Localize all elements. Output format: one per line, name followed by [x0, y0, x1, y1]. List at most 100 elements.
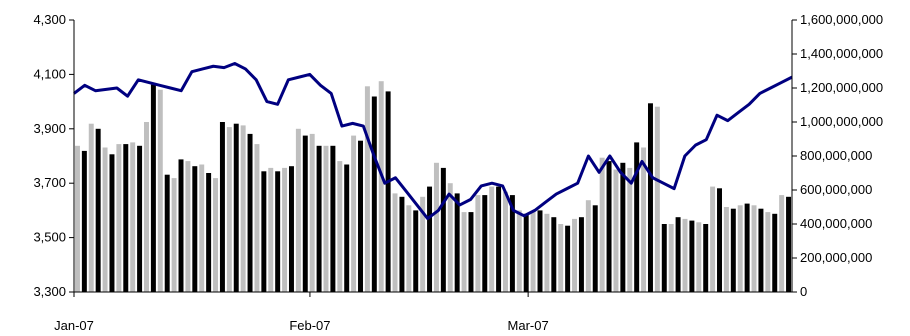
- volume-bar: [440, 167, 446, 292]
- volume-bar: [130, 142, 136, 292]
- volume-bar: [551, 217, 557, 292]
- x-axis-ticks: Jan-07 Feb-07 Mar-07: [54, 292, 549, 333]
- volume-bar: [157, 89, 163, 292]
- volume-bar: [744, 203, 750, 292]
- volume-bar: [288, 166, 294, 292]
- volume-bar: [447, 183, 453, 292]
- volume-bar: [489, 186, 495, 292]
- volume-bar: [627, 167, 633, 292]
- volume-bar: [150, 84, 156, 292]
- volume-bar: [682, 218, 688, 292]
- volume-bar: [613, 169, 619, 292]
- volume-bar: [282, 167, 288, 292]
- volume-bar: [351, 135, 357, 292]
- volume-bar: [647, 103, 653, 292]
- volume-bar: [537, 210, 543, 292]
- volume-bar: [358, 140, 363, 292]
- right-tick-label: 800,000,000: [800, 148, 872, 163]
- left-tick-label: 3,700: [33, 175, 66, 190]
- volume-bar: [454, 193, 460, 292]
- volume-bar: [213, 178, 219, 292]
- volume-bar: [206, 173, 212, 292]
- volume-bar: [302, 135, 308, 292]
- volume-bar: [668, 224, 674, 292]
- volume-bar: [337, 161, 343, 292]
- volume-bar: [468, 212, 474, 292]
- volume-bar: [178, 159, 184, 292]
- volume-bar: [123, 144, 129, 292]
- volume-bar: [592, 205, 598, 292]
- volume-bar: [427, 186, 433, 292]
- volume-bar: [226, 127, 232, 292]
- volume-bar: [620, 162, 626, 292]
- x-tick-label: Feb-07: [289, 318, 330, 333]
- left-tick-label: 3,900: [33, 121, 66, 136]
- volume-bar: [219, 122, 225, 292]
- x-tick-label: Mar-07: [508, 318, 549, 333]
- volume-bar: [530, 212, 536, 292]
- volume-bar: [634, 142, 640, 292]
- volume-bar: [240, 125, 246, 293]
- volume-bar: [482, 195, 488, 292]
- volume-bar: [509, 195, 515, 292]
- volume-bar: [116, 144, 122, 292]
- volume-bar: [164, 174, 170, 292]
- left-tick-label: 4,100: [33, 66, 66, 81]
- volume-bar: [323, 145, 329, 292]
- volume-bar: [199, 164, 205, 292]
- left-tick-label: 3,500: [33, 230, 66, 245]
- volume-bar: [544, 213, 550, 292]
- volume-bar: [330, 145, 336, 292]
- volume-bar: [95, 128, 101, 292]
- volume-bar: [606, 161, 612, 292]
- volume-bar: [171, 178, 177, 292]
- volume-bar: [74, 145, 80, 292]
- volume-bar: [275, 171, 281, 292]
- volume-bar: [475, 195, 481, 292]
- volume-bar: [786, 196, 792, 292]
- right-tick-label: 1,600,000,000: [800, 12, 883, 27]
- volume-bar: [413, 210, 419, 292]
- volume-bar: [316, 145, 322, 292]
- volume-bar: [261, 171, 267, 292]
- volume-bar: [516, 210, 522, 292]
- volume-bar: [392, 193, 398, 292]
- volume-bar: [88, 123, 94, 292]
- volume-bar: [585, 200, 591, 292]
- volume-bar: [565, 225, 571, 292]
- volume-bar: [295, 128, 301, 292]
- volume-bar: [137, 145, 143, 292]
- right-tick-label: 200,000,000: [800, 250, 872, 265]
- volume-bar: [420, 196, 426, 292]
- volume-bar: [641, 147, 647, 292]
- volume-bar: [599, 157, 605, 292]
- volume-bar: [503, 191, 508, 292]
- volume-bar: [523, 213, 529, 292]
- volume-bar: [675, 217, 681, 292]
- volume-bar: [751, 205, 757, 292]
- volume-bar: [81, 150, 87, 292]
- volume-bar: [578, 217, 584, 292]
- volume-bar: [730, 208, 736, 292]
- volume-bar: [461, 212, 467, 292]
- volume-bar: [247, 133, 253, 292]
- right-axis-ticks: 0 200,000,000 400,000,000 600,000,000 800,00…: [792, 12, 883, 299]
- right-tick-label: 0: [800, 284, 807, 299]
- volume-bar: [309, 133, 315, 292]
- volume-bar: [703, 224, 709, 292]
- volume-bar: [496, 186, 502, 292]
- volume-bar: [654, 106, 660, 292]
- volume-bar: [717, 188, 722, 292]
- left-axis-ticks: 3,300 3,500 3,700 3,900 4,100 4,300: [33, 12, 74, 299]
- volume-bar: [399, 196, 405, 292]
- left-tick-label: 4,300: [33, 12, 66, 27]
- volume-bar: [723, 207, 729, 292]
- volume-bar: [737, 205, 743, 292]
- volume-bar: [765, 212, 771, 292]
- volume-bar: [385, 91, 391, 293]
- x-tick-label: Jan-07: [54, 318, 94, 333]
- right-tick-label: 1,000,000,000: [800, 114, 883, 129]
- volume-bar: [102, 147, 108, 292]
- volume-bar: [696, 222, 702, 292]
